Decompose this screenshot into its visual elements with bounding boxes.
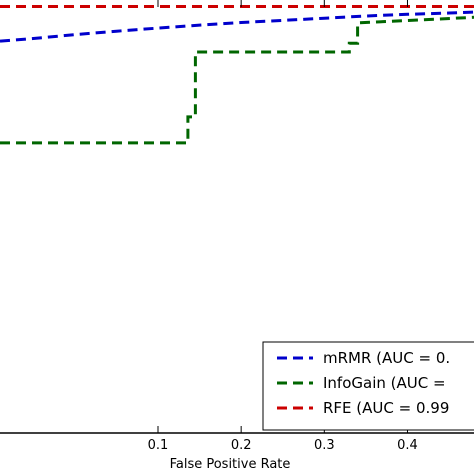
series-line-1 bbox=[0, 15, 474, 145]
series-line-0 bbox=[0, 10, 474, 43]
x-tick-label-2: 0.3 bbox=[314, 438, 335, 453]
legend-label-2: RFE (AUC = 0.99 bbox=[323, 399, 449, 417]
x-axis-title: False Positive Rate bbox=[170, 457, 291, 472]
legend-label-0: mRMR (AUC = 0. bbox=[323, 349, 450, 367]
x-tick-label-0: 0.1 bbox=[148, 438, 169, 453]
legend-label-1: InfoGain (AUC = bbox=[323, 374, 446, 392]
x-tick-label-3: 0.4 bbox=[397, 438, 418, 453]
legend: mRMR (AUC = 0. InfoGain (AUC = RFE (AUC = … bbox=[262, 341, 474, 431]
series-layer bbox=[0, 5, 474, 145]
axis-layer: 0.1 0.2 0.3 0.4 bbox=[0, 0, 474, 453]
x-tick-label-1: 0.2 bbox=[231, 438, 252, 453]
